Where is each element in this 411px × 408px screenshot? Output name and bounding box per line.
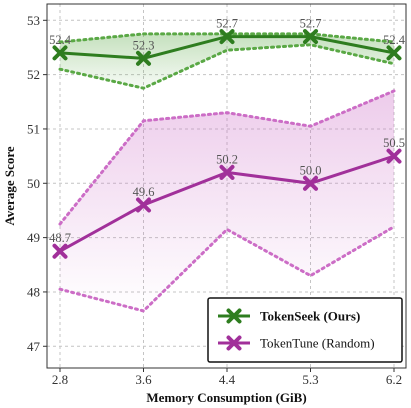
- data-label: 50.5: [383, 136, 405, 150]
- legend-box: [207, 297, 403, 363]
- series-lines: [52, 29, 402, 259]
- marker-stroke: [303, 29, 318, 45]
- marker-stroke: [386, 148, 402, 164]
- y-axis-title: Average Score: [2, 146, 17, 226]
- marker-stroke: [52, 45, 68, 61]
- bands: [58, 32, 396, 313]
- data-label: 48.7: [49, 231, 71, 245]
- data-point-marker: [136, 197, 151, 213]
- legend-marker: [226, 308, 242, 324]
- marker-stroke: [136, 197, 151, 213]
- legend-label: TokenTune (Random): [260, 336, 375, 351]
- marker-stroke: [219, 164, 235, 180]
- data-point-marker: [386, 45, 402, 61]
- y-tick-label: 52: [27, 67, 40, 82]
- marker-stroke: [219, 29, 235, 45]
- y-tick-label: 49: [27, 230, 40, 245]
- data-label: 52.4: [49, 33, 72, 47]
- y-tick-label: 53: [27, 13, 40, 28]
- lower-bound-line: [58, 225, 396, 313]
- data-label: 52.3: [133, 38, 155, 52]
- legend-item: TokenTune (Random): [218, 335, 375, 351]
- x-axis-title: Memory Consumption (GiB): [146, 390, 306, 405]
- data-label: 50.0: [300, 163, 322, 177]
- data-label: 50.2: [216, 152, 238, 166]
- data-point-marker: [219, 29, 235, 45]
- marker-stroke: [386, 45, 402, 61]
- y-tick-label: 50: [27, 176, 40, 191]
- data-point-marker: [303, 29, 318, 45]
- data-point-marker: [386, 148, 402, 164]
- x-tick-label: 3.6: [135, 372, 152, 387]
- marker-stroke: [52, 243, 68, 259]
- data-label: 52.7: [216, 17, 238, 31]
- data-point-marker: [303, 175, 318, 191]
- marker-stroke: [303, 175, 318, 191]
- data-point-marker: [219, 164, 235, 180]
- legend: TokenSeek (Ours) TokenTune (Random): [207, 297, 403, 363]
- x-tick-label: 2.8: [52, 372, 68, 387]
- data-labels: 52.4 52.3 52.7 52.7 52.4 48.7 49.6 50.2 50.0 50.5: [49, 17, 406, 246]
- y-tick-label: 47: [27, 339, 41, 354]
- y-tick-label: 51: [27, 121, 40, 136]
- axes: 2.8 3.6 4.4 5.3 6.2 47 48 49 50 51 52 53 Memory Cons…: [2, 3, 407, 405]
- data-point-marker: [136, 50, 151, 66]
- y-tick-label: 48: [27, 284, 40, 299]
- x-tick-label: 5.3: [302, 372, 318, 387]
- data-point-marker: [52, 45, 68, 61]
- data-label: 49.6: [133, 185, 155, 199]
- data-label: 52.4: [383, 33, 406, 47]
- marker-stroke: [136, 50, 151, 66]
- upper-bound-line: [58, 89, 396, 226]
- lower-bound-line: [58, 43, 396, 90]
- data-point-marker: [52, 243, 68, 259]
- legend-item: TokenSeek (Ours): [218, 308, 360, 324]
- x-tick-label: 6.2: [386, 372, 402, 387]
- legend-marker: [226, 335, 242, 351]
- confidence-band: [60, 90, 394, 311]
- legend-label: TokenSeek (Ours): [260, 309, 360, 324]
- x-tick-label: 4.4: [219, 372, 236, 387]
- data-label: 52.7: [300, 17, 322, 31]
- confidence-band: [60, 33, 394, 89]
